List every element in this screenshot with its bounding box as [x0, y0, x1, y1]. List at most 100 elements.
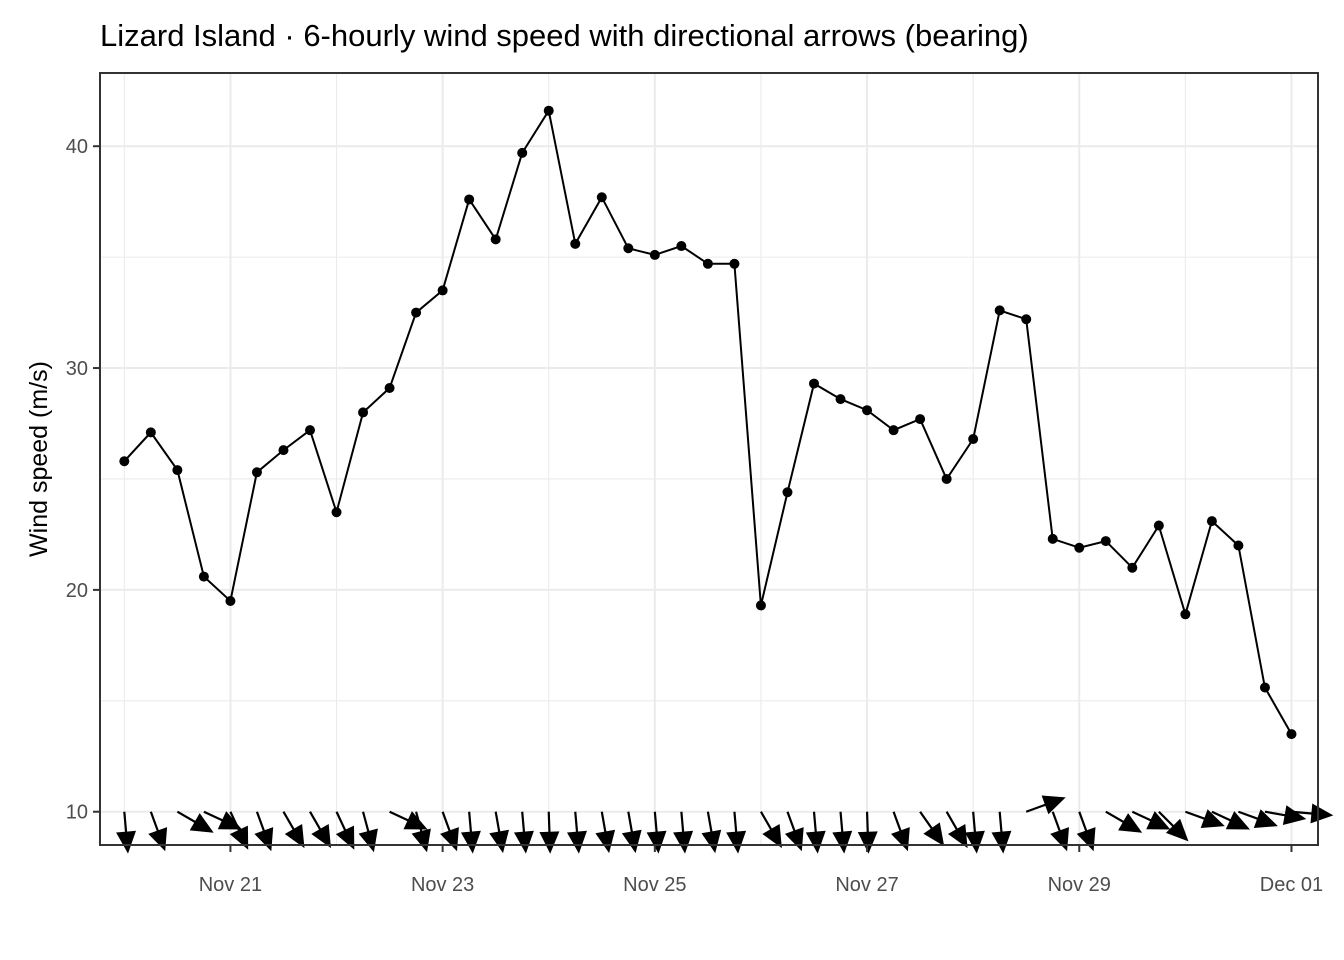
wind-speed-point [1127, 562, 1138, 573]
wind-arrow [411, 811, 431, 853]
wind-speed-point [543, 105, 554, 116]
wind-speed-point [862, 405, 873, 416]
wind-arrow [309, 811, 331, 849]
y-axis-title: Wind speed (m/s) [25, 361, 53, 557]
wind-speed-point [649, 249, 660, 260]
wind-direction-arrows [116, 795, 1334, 854]
wind-speed-point [1074, 542, 1085, 553]
wind-arrow [567, 811, 587, 854]
plot-panel-border [99, 72, 1319, 846]
wind-arrow-head [621, 829, 642, 854]
wind-arrow-head [229, 825, 249, 850]
wind-arrow-head [403, 811, 428, 830]
wind-arrow [539, 811, 560, 854]
x-tick-label: Nov 29 [1048, 874, 1111, 896]
wind-arrow-head [701, 829, 722, 854]
wind-arrow-head [1310, 803, 1334, 824]
wind-speed-point [119, 456, 130, 467]
wind-arrow-head [1200, 809, 1225, 828]
wind-speed-point [384, 383, 395, 394]
wind-arrow [176, 810, 214, 833]
wind-arrow [1238, 809, 1278, 828]
wind-speed-point [755, 600, 766, 611]
x-tick-label: Nov 25 [623, 874, 686, 896]
wind-arrow-head [762, 824, 782, 849]
wind-speed-point [1100, 536, 1111, 547]
wind-arrow [389, 810, 428, 830]
wind-arrow-head [964, 830, 985, 854]
wind-speed-point [145, 427, 156, 438]
wind-arrow [1291, 803, 1334, 824]
y-tick-label: 20 [66, 580, 88, 602]
wind-speed-point [968, 434, 979, 445]
wind-speed-point [437, 285, 448, 296]
wind-arrow [646, 811, 667, 854]
wind-speed-point [464, 194, 475, 205]
wind-arrow [1211, 810, 1250, 830]
wind-speed-point [1259, 682, 1270, 693]
wind-arrow-head [646, 830, 667, 854]
wind-speed-point [1153, 520, 1164, 531]
wind-arrow [358, 811, 378, 853]
wind-arrow-head [923, 822, 945, 847]
wind-arrow-head [514, 830, 534, 854]
wind-speed-point [676, 241, 687, 252]
wind-arrow [832, 811, 853, 854]
wind-arrow-head [284, 824, 305, 849]
wind-arrow-head [567, 830, 587, 854]
wind-speed-point [411, 307, 422, 318]
y-tick-label: 10 [66, 802, 88, 824]
wind-arrow [1131, 810, 1171, 830]
wind-arrow [857, 811, 878, 854]
wind-speed-point [1021, 314, 1032, 325]
wind-arrow [595, 811, 616, 854]
wind-arrow [726, 811, 747, 854]
x-tick-label: Nov 23 [411, 874, 474, 896]
wind-arrow [229, 811, 249, 850]
wind-arrow-head [805, 830, 826, 854]
y-tick-label: 40 [66, 136, 88, 158]
wind-arrow [919, 811, 945, 847]
wind-speed-point [1047, 533, 1058, 544]
wind-speed-point [1286, 729, 1297, 740]
wind-arrow [621, 811, 642, 854]
wind-speed-point [358, 407, 369, 418]
wind-arrow-head [460, 830, 481, 854]
wind-arrow [991, 811, 1012, 854]
x-tick-label: Nov 21 [199, 874, 262, 896]
wind-speed-point [1233, 540, 1244, 551]
wind-arrow [282, 811, 305, 849]
wind-arrow-head [335, 825, 355, 850]
wind-speed-point [596, 192, 607, 203]
wind-speed-point [570, 238, 581, 249]
wind-arrow [1105, 810, 1143, 833]
wind-arrow-head [1165, 818, 1189, 842]
wind-arrow-head [784, 827, 804, 852]
wind-speed-point [251, 467, 262, 478]
wind-arrow-head [1253, 809, 1278, 828]
x-tick-label: Nov 27 [835, 874, 898, 896]
wind-arrow-head [311, 824, 331, 849]
wind-arrow-head [1225, 811, 1250, 830]
wind-arrow-head [595, 829, 616, 854]
wind-speed-point [941, 473, 952, 484]
wind-arrow [489, 811, 509, 854]
wind-speed-point [888, 425, 899, 436]
wind-arrow-head [116, 830, 136, 854]
wind-arrow-head [358, 828, 378, 853]
wind-arrow-head [1118, 813, 1143, 833]
wind-arrow-head [948, 824, 968, 849]
wind-arrow [964, 811, 985, 854]
wind-speed-point [994, 305, 1005, 316]
wind-arrow [514, 811, 534, 854]
wind-speed-point [198, 571, 209, 582]
wind-speed-point [1180, 609, 1191, 620]
wind-arrow-head [489, 829, 509, 854]
wind-speed-point [702, 258, 713, 269]
chart-title: Lizard Island · 6-hourly wind speed with… [100, 18, 1029, 53]
axes: 10 20 30 40 Nov 21 Nov 23 Nov 25 Nov 27 Nov 29 De… [66, 136, 1323, 896]
wind-speed-point [1206, 516, 1217, 527]
wind-arrow-head [189, 813, 214, 833]
wind-speed-points [119, 105, 1297, 740]
